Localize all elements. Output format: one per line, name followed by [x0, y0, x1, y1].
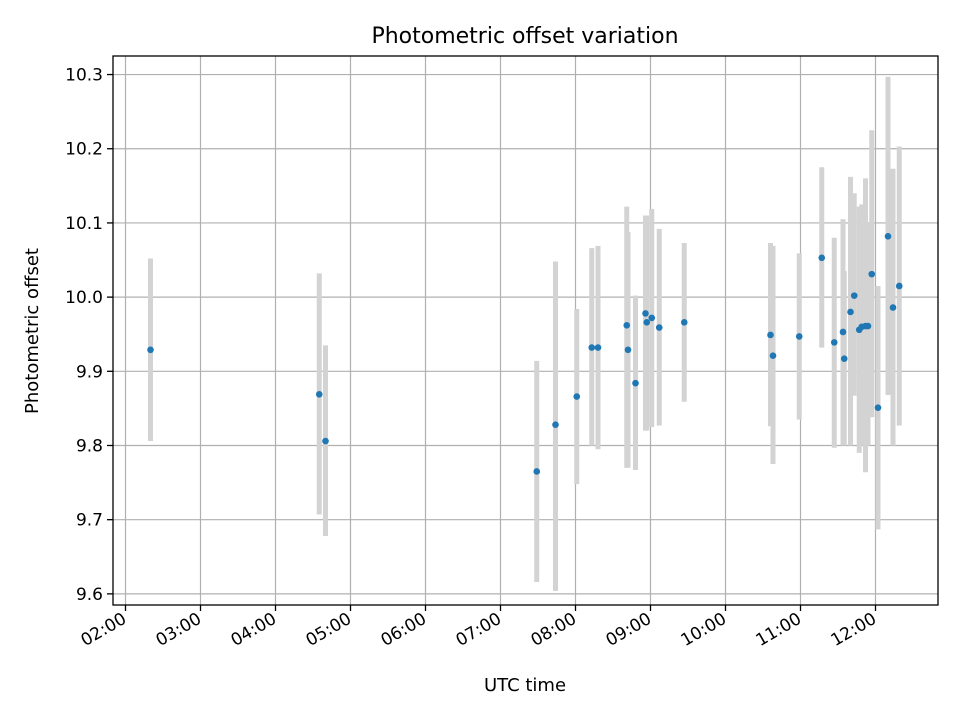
plot-frame [112, 55, 939, 606]
x-tick-label: 10:00 [678, 609, 730, 651]
y-tick-label: 9.6 [76, 585, 103, 605]
x-tick-label: 04:00 [228, 609, 280, 651]
data-point [868, 270, 876, 278]
data-point [889, 304, 897, 311]
data-points [147, 232, 903, 475]
x-tick-label: 06:00 [378, 609, 430, 651]
y-tick-label: 10.1 [65, 214, 103, 234]
data-point [632, 379, 639, 387]
data-point [573, 393, 581, 400]
grid-lines [113, 56, 938, 605]
data-point [552, 421, 559, 429]
x-axis-ticks: 02:00 03:00 04:00 05:00 06:00 07:00 08:00 09:00… [78, 605, 880, 651]
data-point [588, 344, 596, 351]
data-point [864, 322, 872, 330]
data-point [655, 324, 663, 331]
x-tick-label: 08:00 [528, 609, 580, 651]
x-tick-label: 02:00 [78, 609, 130, 651]
data-point [847, 308, 854, 316]
x-tick-label: 05:00 [303, 609, 355, 651]
y-tick-label: 9.8 [76, 436, 103, 456]
data-point [884, 232, 892, 240]
y-axis-label: Photometric offset [22, 248, 43, 414]
y-tick-label: 10.3 [65, 66, 103, 86]
data-point [315, 391, 323, 398]
x-axis-label: UTC time [484, 675, 566, 696]
y-tick-label: 9.9 [76, 362, 103, 382]
x-tick-label: 03:00 [153, 609, 205, 651]
data-point [874, 404, 882, 411]
data-point [648, 314, 656, 322]
y-tick-label: 9.7 [76, 511, 103, 531]
data-point [767, 331, 774, 339]
data-point [624, 346, 632, 354]
y-axis-ticks: 9.6 9.7 9.8 9.9 10.0 10.1 10.2 10.3 [65, 66, 113, 605]
data-point [830, 339, 838, 346]
x-tick-label: 12:00 [828, 609, 880, 651]
data-point [322, 437, 329, 445]
data-point [642, 310, 649, 317]
chart-title: Photometric offset variation [371, 24, 678, 49]
data-point [680, 319, 688, 326]
data-point [818, 254, 826, 262]
x-tick-label: 09:00 [603, 609, 655, 651]
data-point [147, 346, 154, 354]
data-point [850, 292, 858, 299]
data-point [594, 344, 602, 351]
data-point [895, 282, 903, 290]
data-point [840, 355, 848, 362]
x-tick-label: 11:00 [753, 609, 805, 651]
y-tick-label: 10.0 [65, 288, 103, 308]
data-point [839, 328, 847, 336]
data-point [623, 322, 631, 329]
data-point [533, 468, 541, 475]
error-bars [148, 76, 902, 591]
data-point [795, 333, 803, 340]
data-point [769, 352, 777, 360]
x-tick-label: 07:00 [453, 609, 505, 651]
y-tick-label: 10.2 [65, 140, 103, 160]
data-point [643, 319, 651, 326]
